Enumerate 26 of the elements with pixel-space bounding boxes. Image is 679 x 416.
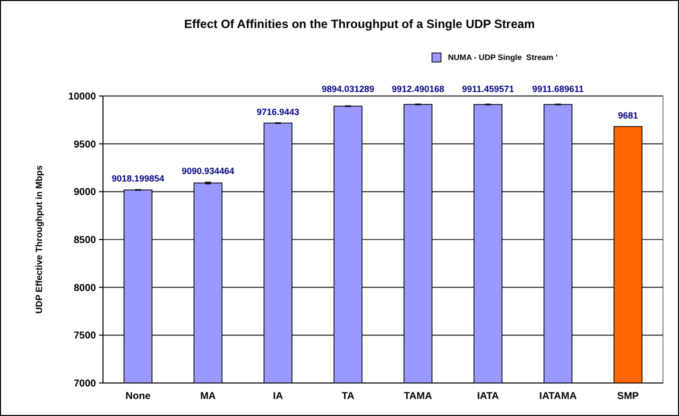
data-label: 9911.689611 [532,84,584,94]
y-axis-title: UDP Effective Throughput in Mbps [34,165,44,314]
data-label: 9894.031289 [322,84,374,94]
chart-title: Effect Of Affinities on the Throughput of a Single UDP Stream [184,17,535,31]
x-tick-label: TA [342,391,354,402]
y-tick-label: 7500 [74,330,96,342]
data-label: 9090.934464 [182,166,234,176]
y-tick-label: 7000 [74,378,96,390]
data-label: 9018.199854 [112,174,164,184]
y-tick-label: 9500 [74,139,96,150]
data-label: 9716.9443 [256,106,300,117]
x-tick-label: IATAMA [539,391,577,402]
x-tick-label: SMP [617,391,640,402]
y-tick-label: 9000 [74,187,96,198]
x-tick-label: TAMA [404,391,432,402]
x-tick-label: IA [273,391,283,402]
y-tick-label: 10000 [68,92,96,102]
data-label: 9681 [618,110,638,121]
x-tick-label: None [126,391,151,402]
data-label: 9911.459571 [462,84,514,94]
y-tick-label: 8000 [74,282,96,294]
legend-label: NUMA - UDP Single Stream ' [448,52,558,62]
y-tick-label: 8500 [74,235,96,246]
x-tick-label: MA [200,391,216,402]
data-label: 9912.490168 [392,84,444,94]
x-tick-label: IATA [477,391,499,402]
